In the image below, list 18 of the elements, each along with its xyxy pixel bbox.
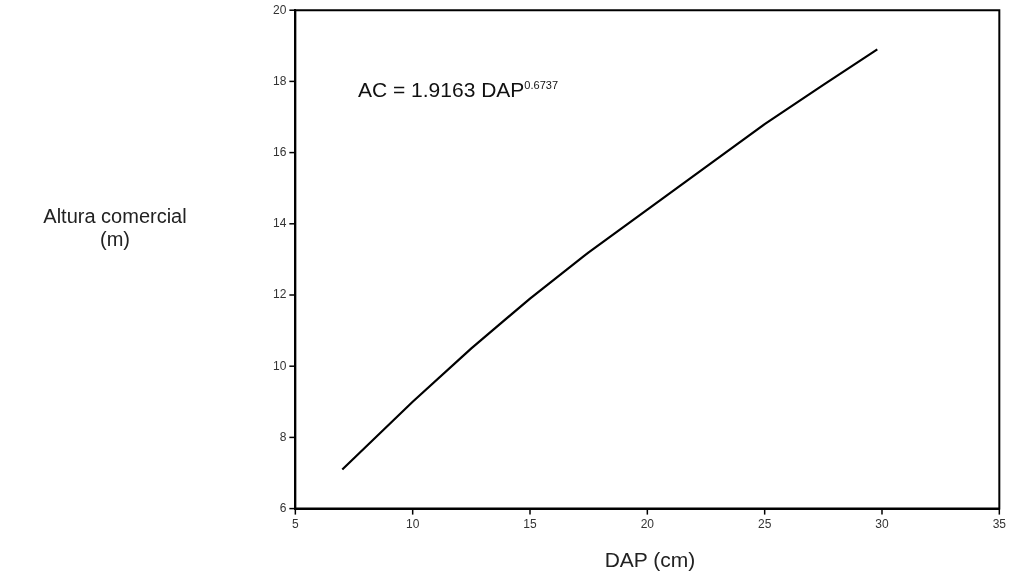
x-tick-label: 25: [757, 517, 772, 532]
x-tick-label: 15: [523, 517, 537, 532]
y-axis-title: Altura comercial (m): [42, 205, 188, 251]
y-tick-label: 16: [272, 144, 287, 159]
y-tick-label: 14: [272, 216, 287, 231]
annotation: AC = 1.9163 DAP$^{0.6737}$: [358, 78, 559, 102]
y-tick-label: 12: [272, 287, 287, 302]
x-tick-label: 10: [406, 517, 420, 532]
y-tick-label: 10: [272, 358, 287, 373]
x-tick-label: 20: [640, 517, 655, 532]
y-tick-label: 20: [272, 2, 287, 17]
y-tick-label: 6: [279, 500, 287, 515]
x-tick-label: 30: [875, 517, 889, 532]
y-tick-label: 18: [272, 73, 287, 88]
x-tick-label: 35: [992, 517, 1007, 532]
x-axis-title: DAP (cm): [603, 548, 697, 572]
x-tick-label: 5: [292, 517, 299, 532]
y-tick-label: 8: [279, 429, 287, 444]
